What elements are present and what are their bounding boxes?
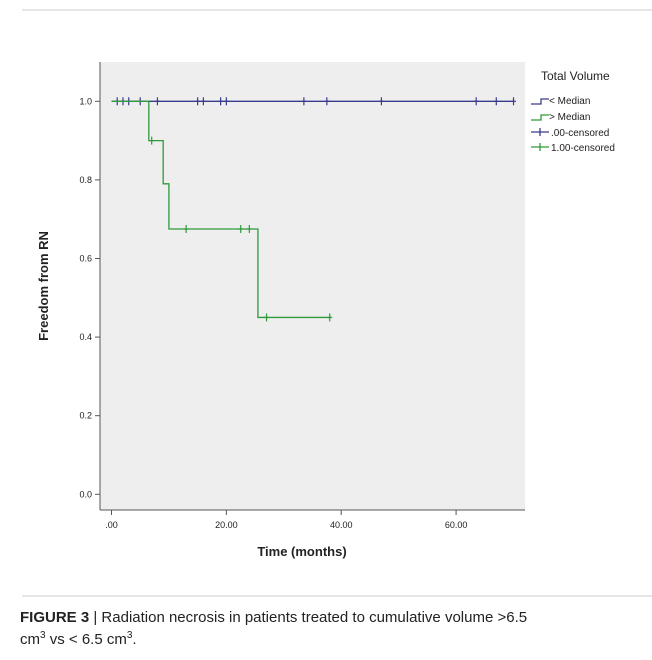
- legend-item-below-median: < Median: [531, 96, 590, 107]
- legend-swatch-below-median: [531, 98, 549, 105]
- y-tick-label: 0.0: [79, 489, 92, 499]
- plot-area: [100, 62, 525, 510]
- caption-text-part1: Radiation necrosis in patients treated t…: [101, 609, 528, 626]
- legend-label-above-median: > Median: [549, 112, 590, 123]
- caption-unit1: cm: [20, 631, 40, 648]
- x-tick-label: 40.00: [330, 520, 353, 530]
- y-tick-label: 0.6: [79, 253, 92, 263]
- y-axis-title: Freedom from RN: [36, 231, 51, 341]
- y-tick-label: 0.4: [79, 332, 92, 342]
- x-tick-label: .00: [105, 520, 118, 530]
- km-curve-above-median: [111, 100, 330, 319]
- x-axis-title: Time (months): [257, 544, 346, 559]
- legend-label-below-median: < Median: [549, 96, 590, 107]
- series-layer: [111, 97, 517, 322]
- y-tick-label: 0.2: [79, 411, 92, 421]
- figure-caption: FIGURE 3 | Radiation necrosis in patient…: [20, 607, 640, 651]
- y-tick-label: 1.0: [79, 96, 92, 106]
- caption-unit2: cm: [106, 631, 127, 648]
- legend-item-above-median: > Median: [531, 112, 590, 123]
- caption-end: .: [132, 631, 137, 648]
- x-tick-label: 60.00: [445, 520, 468, 530]
- legend-title: Total Volume: [541, 69, 610, 83]
- legend-label-censored-100: 1.00-censored: [551, 143, 615, 154]
- chart: 0.0 0.2 0.4 0.6 0.8 1.0 .00 20.00 40.00 60.00 Fre…: [22, 9, 652, 597]
- caption-text-part2: vs < 6.5: [45, 631, 107, 648]
- legend-label-censored-00: .00-censored: [551, 128, 609, 139]
- legend: Total Volume < Median > Median .00-censo…: [531, 69, 615, 154]
- axes: 0.0 0.2 0.4 0.6 0.8 1.0 .00 20.00 40.00 60.00: [79, 62, 525, 530]
- caption-exponent2: 3: [126, 630, 133, 641]
- legend-item-censored-00: .00-censored: [531, 128, 609, 139]
- legend-swatch-above-median: [531, 114, 549, 121]
- figure-label: FIGURE 3: [20, 609, 90, 626]
- y-tick-label: 0.8: [79, 175, 92, 185]
- x-tick-label: 20.00: [215, 520, 238, 530]
- caption-exponent1: 3: [40, 630, 46, 641]
- caption-separator: |: [89, 609, 102, 626]
- legend-item-censored-100: 1.00-censored: [531, 143, 615, 154]
